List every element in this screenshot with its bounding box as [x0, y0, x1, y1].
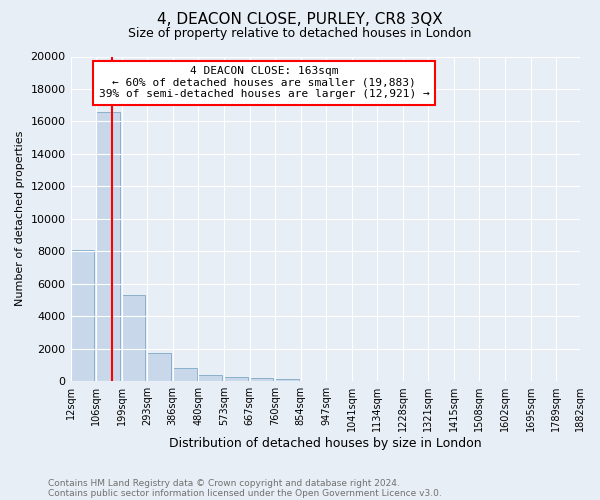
Y-axis label: Number of detached properties: Number of detached properties: [15, 131, 25, 306]
Bar: [148, 352, 171, 381]
Bar: [173, 368, 197, 381]
Bar: [275, 379, 299, 381]
Bar: [96, 112, 120, 381]
Text: Contains HM Land Registry data © Crown copyright and database right 2024.: Contains HM Land Registry data © Crown c…: [48, 478, 400, 488]
Bar: [224, 377, 248, 381]
Text: Size of property relative to detached houses in London: Size of property relative to detached ho…: [128, 28, 472, 40]
Bar: [250, 378, 274, 381]
Bar: [122, 295, 145, 381]
Bar: [71, 250, 94, 381]
Bar: [199, 376, 222, 381]
Text: 4 DEACON CLOSE: 163sqm
← 60% of detached houses are smaller (19,883)
39% of semi: 4 DEACON CLOSE: 163sqm ← 60% of detached…: [99, 66, 430, 100]
Text: 4, DEACON CLOSE, PURLEY, CR8 3QX: 4, DEACON CLOSE, PURLEY, CR8 3QX: [157, 12, 443, 28]
Text: Contains public sector information licensed under the Open Government Licence v3: Contains public sector information licen…: [48, 488, 442, 498]
X-axis label: Distribution of detached houses by size in London: Distribution of detached houses by size …: [169, 437, 482, 450]
